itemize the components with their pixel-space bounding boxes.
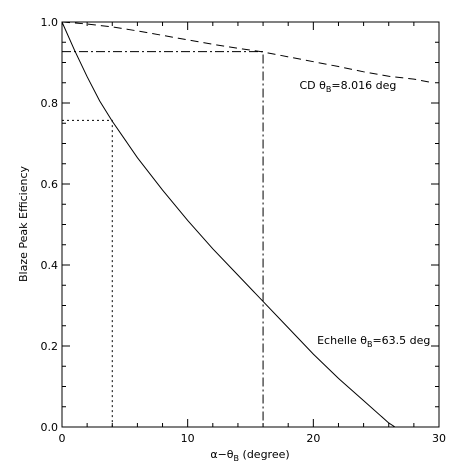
- y-tick-label: 0.2: [41, 340, 59, 353]
- y-tick-label: 0.6: [41, 178, 59, 191]
- x-axis-label-rest: (degree): [239, 448, 290, 461]
- y-tick-label: 0.4: [41, 259, 59, 272]
- y-tick-label: 0.0: [41, 421, 59, 434]
- x-tick-label: 10: [181, 432, 195, 445]
- x-axis-label-main: α−θ: [210, 448, 233, 461]
- annotations: CD θB=8.016 deg Echelle θB=63.5 deg: [300, 79, 431, 349]
- x-axis-label-sub: B: [234, 454, 240, 463]
- axis-ticks: [61, 21, 440, 428]
- guide-line-dotted: [62, 119, 113, 427]
- x-tick-label: 30: [432, 432, 446, 445]
- guide-lines: [62, 51, 264, 427]
- series-line-echelle: [61, 21, 396, 428]
- x-tick-label: 0: [59, 432, 66, 445]
- y-tick-label: 0.8: [41, 97, 59, 110]
- y-tick-label: 1.0: [41, 16, 59, 29]
- series-line-cd: [61, 21, 433, 84]
- series-lines: [61, 21, 433, 428]
- annotation-label-echelle: Echelle θB=63.5 deg: [317, 334, 430, 349]
- annotation-label-cd: CD θB=8.016 deg: [300, 79, 397, 94]
- guide-line-dashdot: [62, 51, 264, 427]
- tick-labels: 0 10 20 30 0.0 0.2 0.4 0.6 0.8 1.0: [41, 16, 447, 445]
- x-axis-label: α−θB (degree): [210, 448, 289, 463]
- y-axis-label: Blaze Peak Efficiency: [17, 166, 30, 282]
- x-tick-label: 20: [306, 432, 320, 445]
